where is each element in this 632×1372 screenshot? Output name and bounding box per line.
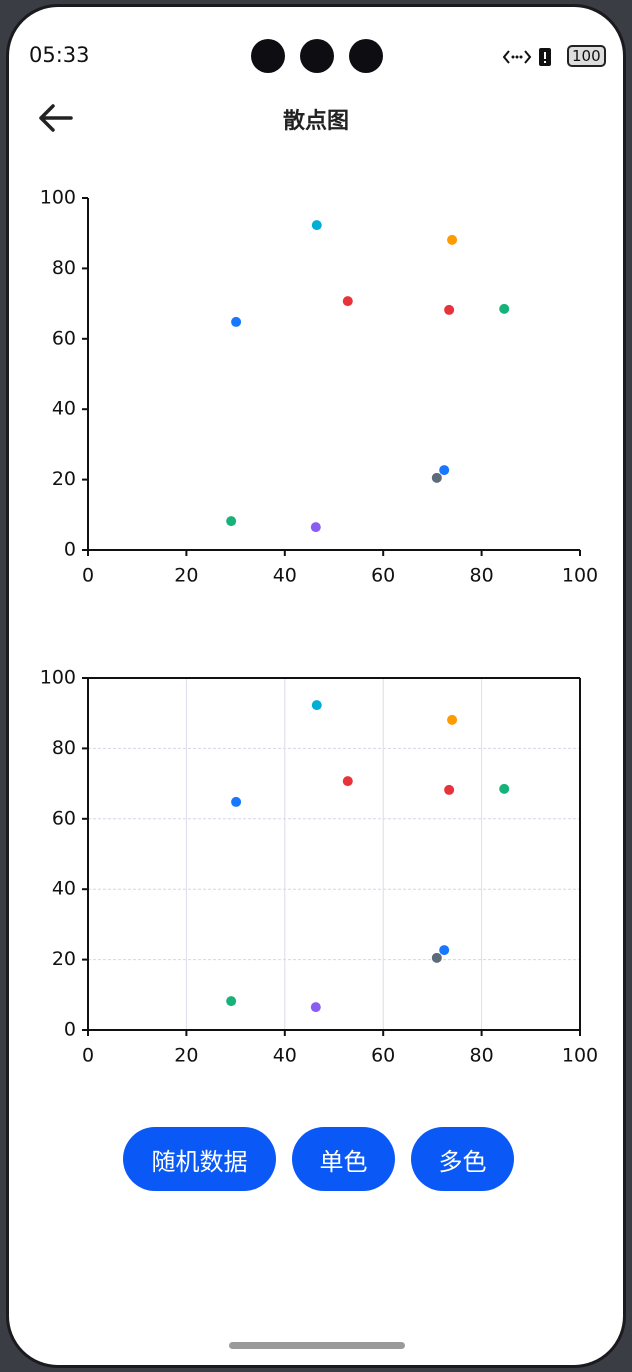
y-tick-label: 0 bbox=[64, 539, 76, 561]
y-tick-label: 40 bbox=[52, 878, 76, 900]
camera bbox=[251, 39, 285, 73]
y-tick-label: 20 bbox=[52, 948, 76, 970]
y-tick-label: 100 bbox=[40, 187, 76, 209]
x-tick-label: 80 bbox=[470, 1045, 494, 1067]
y-tick-label: 60 bbox=[52, 327, 76, 349]
point bbox=[444, 784, 455, 795]
x-tick-label: 0 bbox=[82, 1045, 94, 1067]
x-tick-label: 60 bbox=[371, 565, 395, 587]
charts: 0 20 40 60 80 100 0 20 40 60 80 100 0 20 40 60 80 100 0 20 4… bbox=[40, 187, 598, 1067]
point bbox=[439, 945, 450, 956]
random-data-button[interactable]: 随机数据 bbox=[123, 1127, 276, 1191]
y-tick-label: 20 bbox=[52, 468, 76, 490]
x-tick-label: 0 bbox=[82, 565, 94, 587]
camera bbox=[300, 39, 334, 73]
point bbox=[311, 700, 322, 711]
x-tick-label: 80 bbox=[470, 565, 494, 587]
point bbox=[499, 303, 510, 314]
status-time: 05:33 bbox=[29, 43, 90, 67]
point bbox=[231, 796, 242, 807]
point bbox=[342, 296, 353, 307]
point bbox=[342, 776, 353, 787]
x-tick-label: 100 bbox=[562, 565, 598, 587]
back-button[interactable] bbox=[37, 103, 77, 133]
y-tick-label: 60 bbox=[52, 807, 76, 829]
y-tick-label: 80 bbox=[52, 257, 76, 279]
header-title: 散点图 bbox=[282, 109, 349, 134]
point bbox=[226, 516, 237, 527]
y-tick-label: 80 bbox=[52, 737, 76, 759]
camera bbox=[349, 39, 383, 73]
status-icons bbox=[503, 48, 551, 66]
point bbox=[311, 220, 322, 231]
point bbox=[231, 316, 242, 327]
point bbox=[439, 465, 450, 476]
point bbox=[310, 1002, 321, 1013]
point bbox=[499, 783, 510, 794]
x-tick-label: 40 bbox=[273, 565, 297, 587]
y-tick-label: 40 bbox=[52, 398, 76, 420]
y-tick-label: 100 bbox=[40, 667, 76, 689]
point bbox=[226, 996, 237, 1007]
point bbox=[431, 952, 442, 963]
x-tick-label: 60 bbox=[371, 1045, 395, 1067]
point bbox=[431, 472, 442, 483]
x-tick-label: 20 bbox=[174, 565, 198, 587]
point bbox=[310, 522, 321, 533]
x-tick-label: 40 bbox=[273, 1045, 297, 1067]
screen: 05:33 100 散点图 0 20 40 60 80 100 0 20 40 60 80 100 0 2… bbox=[6, 4, 626, 1368]
y-tick-label: 0 bbox=[64, 1019, 76, 1041]
multi-color-button[interactable]: 多色 bbox=[411, 1127, 514, 1191]
point bbox=[444, 304, 455, 315]
home-indicator bbox=[229, 1342, 405, 1349]
point bbox=[447, 714, 458, 725]
point bbox=[447, 234, 458, 245]
x-tick-label: 20 bbox=[174, 1045, 198, 1067]
battery: 100 bbox=[567, 45, 606, 67]
x-tick-label: 100 bbox=[562, 1045, 598, 1067]
single-color-button[interactable]: 单色 bbox=[292, 1127, 395, 1191]
